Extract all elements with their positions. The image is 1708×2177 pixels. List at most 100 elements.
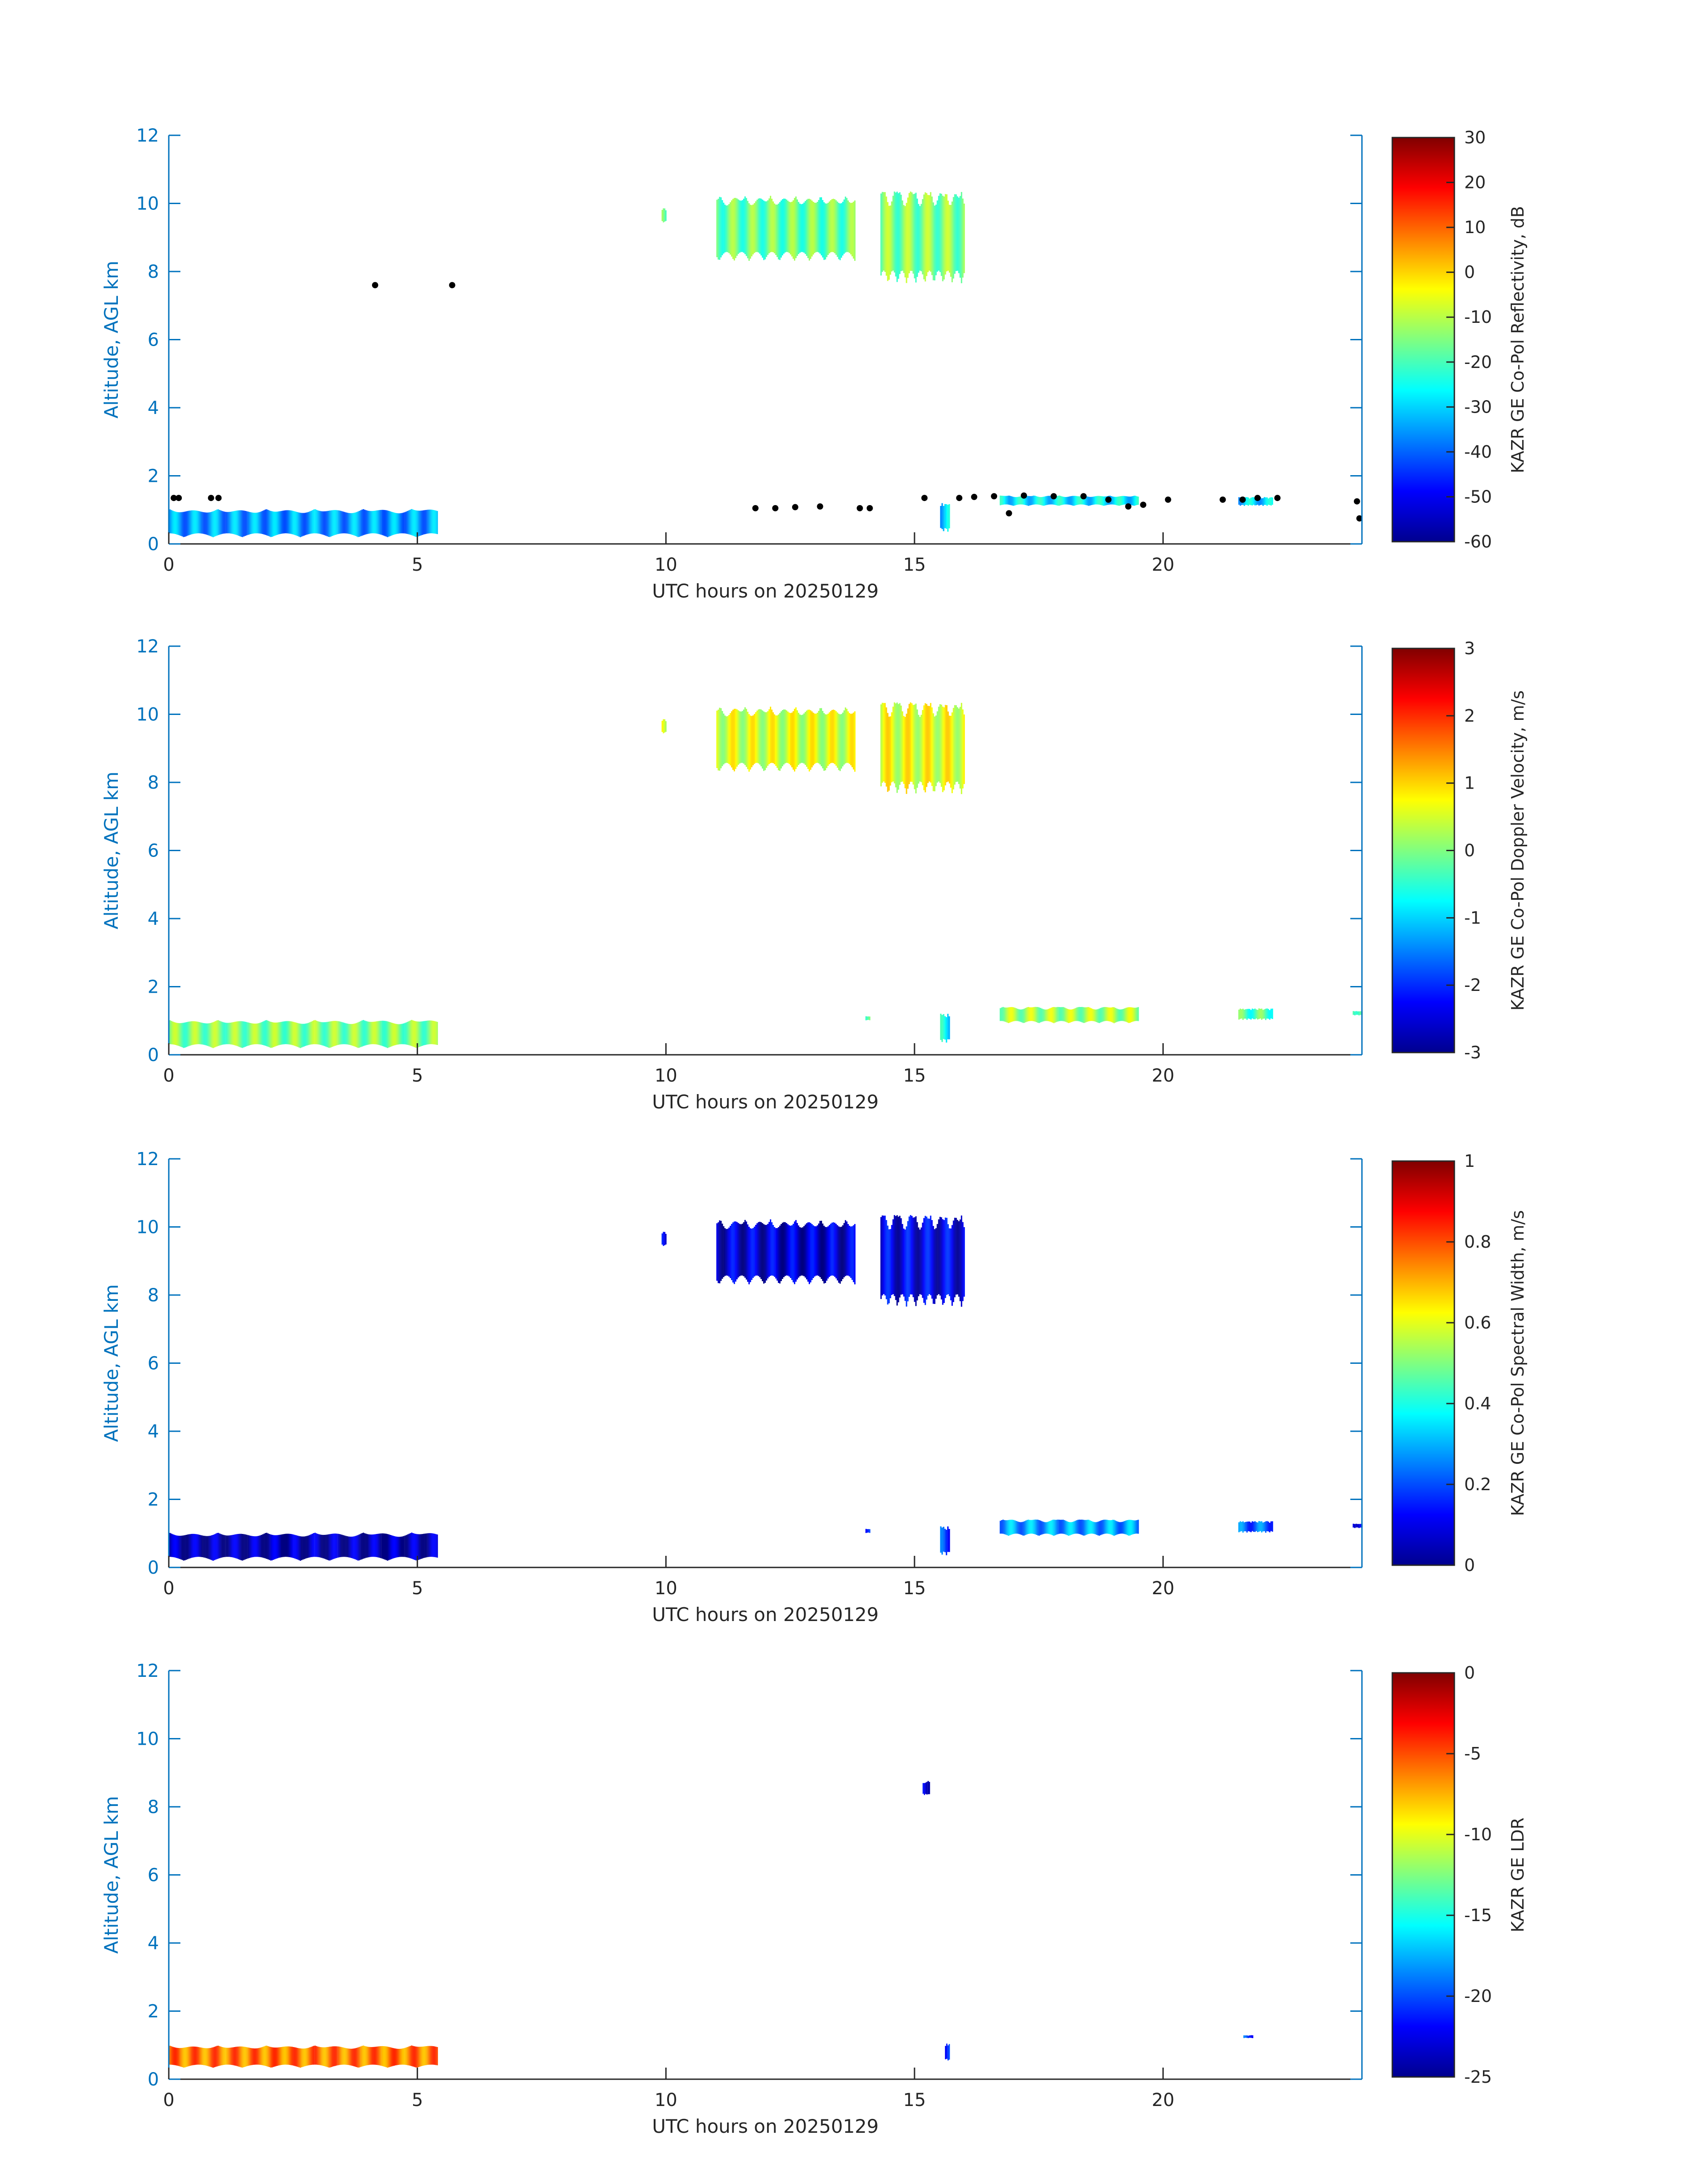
echo-streak [787,1224,789,1276]
echo-streak [748,714,750,772]
echo-streak [274,1535,276,1559]
echo-streak [756,710,758,763]
echo-streak [724,1228,726,1276]
echo-streak [179,2048,180,2067]
echo-streak [359,2047,360,2068]
echo-streak [207,1536,209,1559]
echo-streak [282,1021,284,1045]
echo-streak [277,511,278,535]
echo-streak [217,2046,219,2066]
echo-streak [384,1021,386,1047]
echo-streak [280,1534,281,1558]
echo-streak [188,1534,190,1559]
echo-streak [807,1222,809,1282]
echo-streak [415,1534,417,1561]
echo-streak [409,1020,411,1046]
echo-streak [1133,1520,1135,1534]
echo-streak [180,2048,182,2067]
echo-streak [216,1020,218,1047]
echo-streak [264,509,266,535]
echo-streak [341,2047,343,2065]
echo-streak [435,2047,437,2065]
echo-streak [1265,497,1267,505]
echo-streak [1240,1008,1241,1019]
echo-streak [361,1020,363,1047]
echo-streak [827,714,829,766]
echo-streak [751,716,753,768]
echo-streak [317,2046,319,2065]
echo-streak [416,510,418,537]
colorbar-tick-label: -1 [1464,908,1481,928]
echo-streak [941,1015,943,1042]
echo-streak [1030,496,1032,506]
echo-streak [665,210,667,221]
echo-streak [770,706,772,763]
echo-streak [1025,1008,1027,1023]
echo-streak [373,1534,375,1557]
echo-streak [271,1534,273,1561]
echo-streak [805,1224,806,1278]
echo-streak [375,2047,376,2065]
echo-streak [868,1016,869,1020]
echo-streak [204,512,206,535]
echo-streak [948,1529,950,1552]
echo-streak [221,511,223,534]
echo-streak [951,1225,953,1306]
echo-streak [1098,496,1100,505]
echo-streak [744,196,746,255]
echo-streak [663,719,664,734]
colorbar-tick-label: 3 [1464,639,1475,658]
colorbar-tick-label: 0.8 [1464,1232,1491,1252]
echo-streak [1116,1008,1118,1022]
echo-streak [360,1021,362,1047]
echo-streak [1038,1520,1040,1536]
black-point [1274,495,1281,501]
echo-streak [881,192,883,272]
echo-streak [840,203,842,258]
echo-streak [258,512,259,534]
echo-streak [292,510,293,535]
echo-streak [247,511,249,535]
echo-streak [268,510,270,537]
echo-streak [999,1521,1001,1534]
echo-streak [791,201,793,257]
echo-streak [735,709,737,769]
echo-streak [1021,1009,1023,1023]
echo-streak [372,1022,374,1045]
echo-streak [787,711,789,763]
echo-region [1243,2035,1253,2038]
echo-streak [1054,1520,1056,1535]
echo-streak [286,2046,288,2065]
echo-streak [1068,1522,1069,1536]
echo-streak [951,201,953,283]
echo-streak [360,510,362,536]
echo-streak [885,196,887,276]
echo-streak [884,192,886,272]
echo-streak [240,1534,242,1561]
echo-streak [179,1536,180,1559]
y-tick-label: 0 [148,534,159,555]
y-tick-label: 4 [148,909,159,929]
echo-streak [738,1223,739,1278]
echo-streak [1050,496,1052,505]
echo-streak [290,510,292,534]
echo-streak [832,1222,834,1276]
echo-streak [829,201,830,254]
echo-streak [393,2048,395,2066]
echo-streak [815,714,817,763]
echo-streak [839,203,841,260]
echo-streak [825,1227,826,1283]
echo-streak [908,193,910,273]
echo-streak [423,510,425,535]
echo-streak [184,1535,186,1561]
echo-streak [239,2046,241,2067]
echo-streak [203,1536,205,1558]
echo-streak [842,201,844,256]
echo-streak [298,1536,300,1560]
echo-streak [1001,1007,1002,1021]
echo-streak [403,512,405,534]
echo-streak [813,201,814,255]
echo-streak [1089,1520,1091,1534]
echo-streak [215,1534,217,1560]
echo-streak [1021,1522,1023,1535]
